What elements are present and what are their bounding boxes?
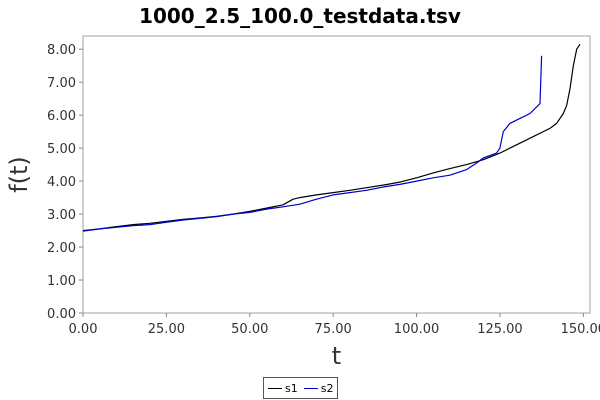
x-tick-label-4: 100.00 [394,322,440,337]
y-tick-label-7: 7.00 [47,76,76,91]
series-line-s1 [82,43,581,232]
y-tick-label-3: 3.00 [47,208,76,223]
legend-swatch-s1 [268,387,282,389]
plot-area [82,35,591,314]
x-tick-label-2: 50.00 [231,322,268,337]
x-tick-label-3: 75.00 [315,322,352,337]
y-tick-label-6: 6.00 [47,109,76,124]
legend-item-s2: s2 [303,381,334,395]
legend-item-s1: s1 [268,382,298,395]
x-tick-label-1: 25.00 [148,322,185,337]
chart-legend: s1 s2 [263,377,339,399]
legend-label-s1: s1 [285,381,298,395]
legend-label-s2: s2 [320,381,334,395]
x-tick-label-0: 0.00 [69,322,98,337]
y-tick-label-4: 4.00 [47,175,76,190]
chart-title: 1000_2.5_100.0_testdata.tsv [139,4,461,28]
legend-swatch-s2 [303,387,318,389]
y-tick-label-2: 2.00 [47,241,76,256]
y-tick-label-8: 8.00 [47,43,76,58]
series-line-s2 [82,55,543,232]
y-axis-label: f(t) [5,156,33,193]
y-tick-label-1: 1.00 [47,274,76,289]
x-tick-label-5: 125.00 [477,322,523,337]
x-tick-label-6: 150.00 [561,322,600,337]
x-axis-label: t [332,342,341,370]
y-tick-label-5: 5.00 [47,142,76,157]
y-tick-label-0: 0.00 [47,307,76,322]
